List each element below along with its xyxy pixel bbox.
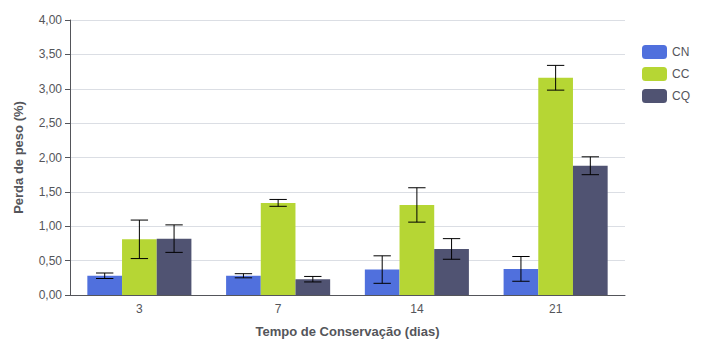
- svg-text:2,00: 2,00: [39, 151, 63, 165]
- svg-text:7: 7: [275, 302, 282, 316]
- svg-text:CN: CN: [672, 45, 689, 59]
- svg-text:14: 14: [410, 302, 424, 316]
- svg-text:CQ: CQ: [672, 89, 690, 103]
- svg-text:1,50: 1,50: [39, 185, 63, 199]
- svg-text:3,00: 3,00: [39, 82, 63, 96]
- svg-text:3,50: 3,50: [39, 47, 63, 61]
- svg-text:4,00: 4,00: [39, 13, 63, 27]
- svg-text:CC: CC: [672, 67, 690, 81]
- svg-text:2,50: 2,50: [39, 116, 63, 130]
- svg-text:1,00: 1,00: [39, 219, 63, 233]
- svg-text:Tempo de Conservação (dias): Tempo de Conservação (dias): [256, 324, 440, 339]
- svg-text:Perda de peso (%): Perda de peso (%): [11, 101, 26, 214]
- svg-text:3: 3: [136, 302, 143, 316]
- svg-text:0,50: 0,50: [39, 254, 63, 268]
- svg-text:21: 21: [549, 302, 563, 316]
- svg-text:0,00: 0,00: [39, 288, 63, 302]
